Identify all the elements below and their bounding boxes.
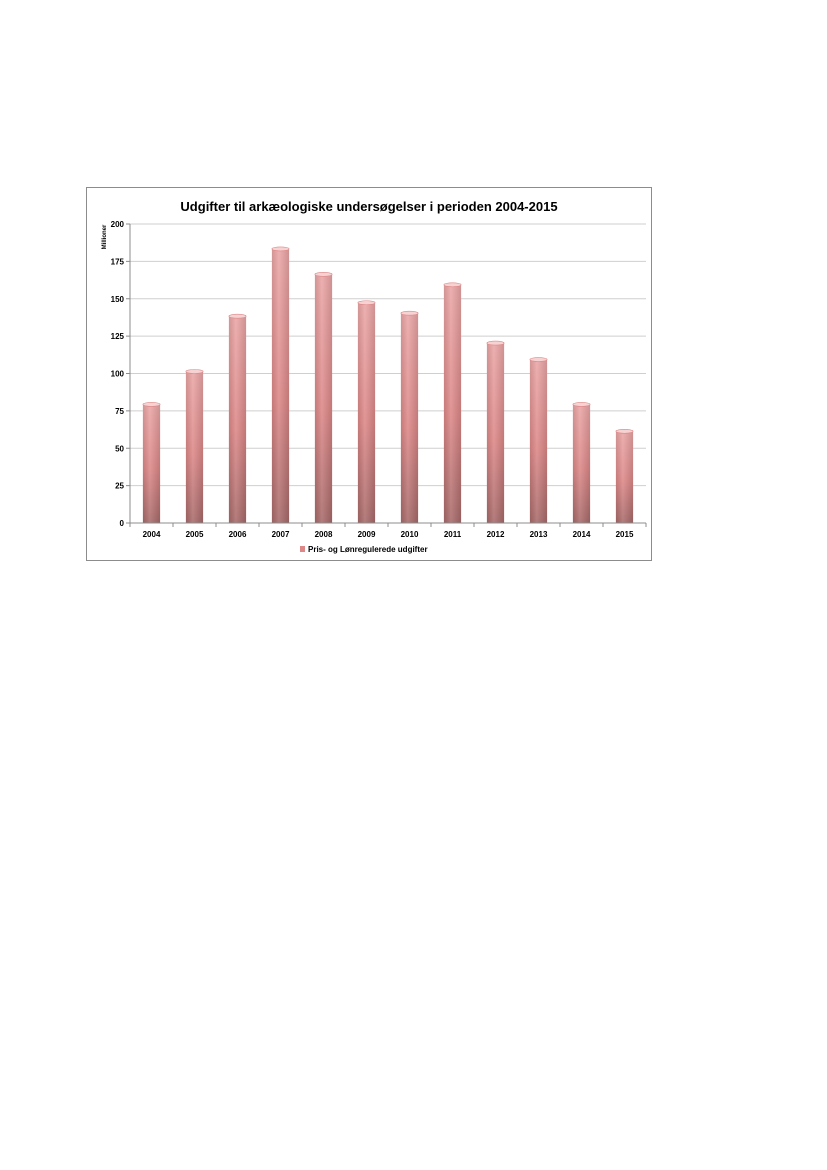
y-tick-label: 0 [120,519,125,528]
y-tick-label: 175 [111,257,125,266]
bar-cap [228,313,247,319]
y-tick-label: 25 [115,482,124,491]
bar-2007 [271,246,290,524]
bar-shading [142,403,161,523]
legend-label: Pris- og Lønregulerede udgifter [308,545,428,554]
legend-swatch [300,546,305,552]
bar-shading [529,358,548,523]
x-tick-label: 2014 [573,530,591,539]
bar-2015 [615,429,634,523]
y-tick-label: 150 [111,295,125,304]
x-tick-label: 2015 [616,530,634,539]
x-tick-label: 2008 [315,530,333,539]
y-tick-label: 50 [115,444,124,453]
bar-shading [228,315,247,523]
y-tick-label: 200 [111,220,125,229]
x-tick-label: 2013 [530,530,548,539]
bar-cap [142,402,161,407]
x-tick-label: 2005 [186,530,204,539]
x-tick-label: 2007 [272,530,290,539]
bar-cap [572,402,591,407]
bar-2005 [185,369,204,523]
x-tick-label: 2012 [487,530,505,539]
x-tick-label: 2006 [229,530,247,539]
bar-2013 [529,357,548,523]
bar-shading [314,273,333,523]
bar-2006 [228,313,247,523]
bar-cap [486,340,505,346]
bar-2008 [314,272,333,523]
bar-shading [486,342,505,523]
bar-shading [185,370,204,523]
x-axis-ticks: 2004 2005 2006 2007 2008 2009 2010 2011 2012 2013… [129,523,647,539]
bars [142,246,634,524]
bar-cap [529,357,548,362]
bar-cap [314,272,333,277]
bar-shading [572,403,591,523]
bar-cap [443,282,462,288]
bar-shading [357,301,376,523]
legend: Pris- og Lønregulerede udgifter [300,545,428,554]
bar-cap [357,300,376,306]
chart-title: Udgifter til arkæologiske undersøgelser … [180,199,557,214]
chart-container: Udgifter til arkæologiske undersøgelser … [86,187,652,561]
y-tick-label: 75 [115,407,124,416]
bar-cap [615,429,634,434]
x-tick-label: 2009 [358,530,376,539]
bar-shading [443,283,462,523]
bar-2014 [572,402,591,523]
bar-2009 [357,300,376,523]
bar-shading [271,247,290,524]
y-tick-label: 100 [111,370,125,379]
chart-svg: Udgifter til arkæologiske undersøgelser … [102,199,647,554]
bar-cap [185,369,204,374]
y-axis-title: Millioner [102,224,108,249]
bar-2010 [400,310,419,523]
bar-cap [271,246,290,252]
x-tick-label: 2011 [444,530,462,539]
x-tick-label: 2004 [143,530,161,539]
x-tick-label: 2010 [401,530,419,539]
y-axis-ticks: 0 25 50 75 100 125 150 175 200 [111,220,130,528]
bar-2011 [443,282,462,523]
bar-cap [400,310,419,316]
bar-shading [400,312,419,523]
bar-2004 [142,402,161,523]
bar-2012 [486,340,505,523]
y-tick-label: 125 [111,332,125,341]
bar-shading [615,430,634,523]
gridlines [130,223,646,487]
